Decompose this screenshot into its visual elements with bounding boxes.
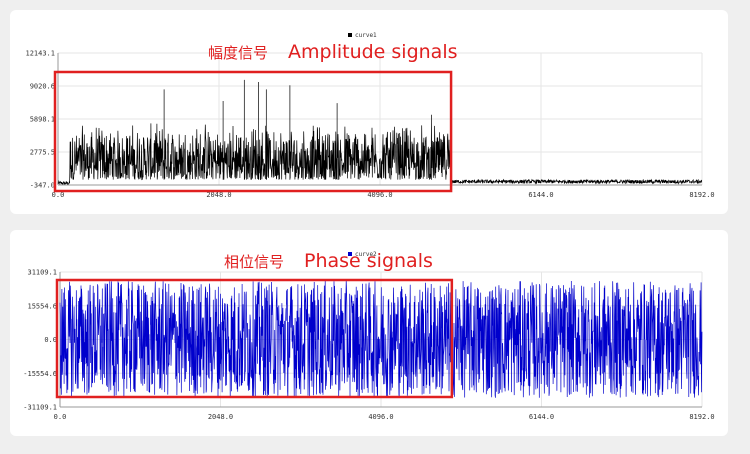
amp-series-curve1 [57,79,703,185]
phase-x-tick-label: 2048.0 [208,413,233,421]
phase-chart: 0.0 2048.0 4096.0 6144.0 8192.0 31109.1 15554.… [23,250,714,421]
amp-legend-swatch [348,33,352,37]
amplitude-chart-panel: 0.0 2048.0 4096.0 6144.0 8192.0 12143.1 9020.6… [10,10,728,214]
phase-legend-label: curve2 [355,251,377,258]
phase-series-curve2 [59,280,703,399]
amp-y-tick-label: 12143.1 [25,50,55,58]
phase-x-tick-label: 0.0 [54,413,67,421]
phase-y-tick-label: 0.0 [44,336,57,344]
amp-x-tick-label: 4096.0 [367,191,392,199]
amp-highlight-box [53,70,453,193]
phase-y-tick-label: -15554.6 [23,370,57,378]
phase-x-tick-label: 8192.0 [689,413,714,421]
amp-y-tick-label: 5898.1 [30,116,55,124]
amp-x-tick-label: 0.0 [52,191,65,199]
amp-x-tick-label: 8192.0 [689,191,714,199]
phase-x-tick-label: 6144.0 [529,413,554,421]
amp-x-tick-label: 6144.0 [528,191,553,199]
phase-annotation-cn: 相位信号 [224,253,284,271]
amp-y-tick-label: 9020.6 [30,83,55,91]
phase-x-tick-label: 4096.0 [368,413,393,421]
phase-y-tick-label: 15554.6 [27,302,57,310]
amp-annotation-cn: 幅度信号 [208,44,268,62]
phase-y-tick-label: -31109.1 [23,404,57,412]
phase-y-tick-label: 31109.1 [27,269,57,277]
phase-chart-panel: 0.0 2048.0 4096.0 6144.0 8192.0 31109.1 15554.… [10,230,728,436]
amp-x-tick-label: 2048.0 [206,191,231,199]
amp-y-tick-label: -347.0 [30,182,55,190]
amplitude-chart: 0.0 2048.0 4096.0 6144.0 8192.0 12143.1 9020.6… [25,32,714,199]
phase-annotation-en: Phase signals [304,250,433,272]
phase-legend-swatch [348,252,352,256]
phase-highlight-box [55,278,454,399]
amp-annotation-en: Amplitude signals [288,41,458,63]
amp-y-tick-label: 2775.5 [30,149,55,157]
amp-legend-label: curve1 [355,32,377,39]
